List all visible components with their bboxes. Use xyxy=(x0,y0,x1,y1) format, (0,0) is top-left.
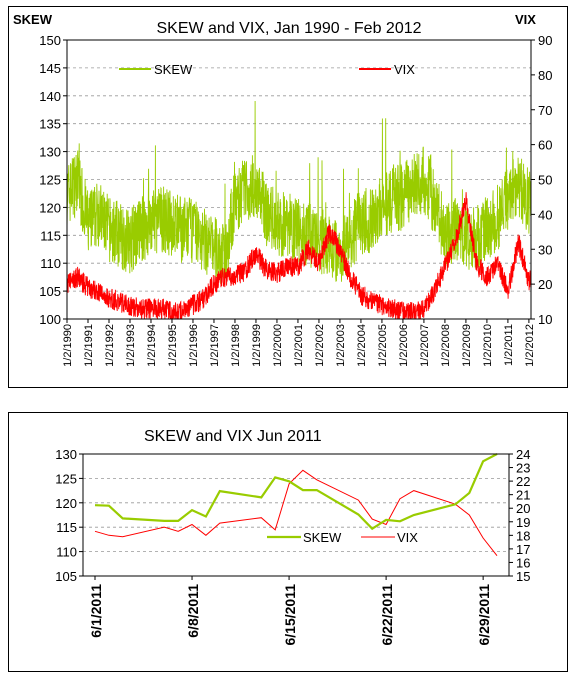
right-tick-label: 17 xyxy=(516,542,530,557)
left-tick-label: 100 xyxy=(39,312,61,327)
x-tick-label: 1/2/1997 xyxy=(209,324,221,367)
x-tick-label: 1/2/2008 xyxy=(440,324,452,367)
plot-frame xyxy=(82,453,510,577)
legend-vix-label: VIX xyxy=(397,530,418,545)
vix-series-line xyxy=(66,192,532,320)
legend-vix-label: VIX xyxy=(394,62,415,77)
left-tick-label: 120 xyxy=(55,496,77,511)
legend-skew-label: SKEW xyxy=(154,62,193,77)
x-tick-label: 1/2/1993 xyxy=(125,324,137,367)
left-tick-label: 105 xyxy=(55,569,77,584)
x-tick-label: 1/2/2007 xyxy=(419,324,431,367)
left-axis-label: SKEW xyxy=(13,12,53,27)
x-tick-label: 1/2/1995 xyxy=(167,324,179,367)
left-tick-label: 110 xyxy=(56,545,77,560)
x-tick-label: 1/2/2011 xyxy=(503,324,515,366)
left-tick-label: 140 xyxy=(39,89,61,104)
right-tick-label: 30 xyxy=(538,242,552,257)
skew-series-line xyxy=(66,100,532,284)
right-tick-label: 70 xyxy=(538,103,552,118)
x-tick-label: 1/2/2003 xyxy=(335,324,347,367)
x-tick-label: 1/2/1999 xyxy=(251,324,263,367)
left-tick-label: 115 xyxy=(40,228,61,243)
x-tick-label: 1/2/2002 xyxy=(314,324,326,367)
x-tick-label: 6/1/2011 xyxy=(88,584,104,638)
right-tick-label: 50 xyxy=(538,173,552,188)
x-tick-label: 6/15/2011 xyxy=(282,584,298,646)
left-tick-label: 115 xyxy=(56,520,77,535)
x-tick-label: 6/22/2011 xyxy=(379,584,395,646)
x-tick-label: 1/2/2004 xyxy=(356,324,368,367)
x-tick-label: 1/2/2006 xyxy=(398,324,410,367)
right-axis-label: VIX xyxy=(515,12,536,27)
chart-panel-main: SKEW and VIX, Jan 1990 - Feb 2012 SKEW VIX… xyxy=(8,6,568,388)
plot-frame xyxy=(66,39,532,320)
x-tick-label: 1/2/2009 xyxy=(461,324,473,367)
left-tick-label: 130 xyxy=(55,447,77,462)
right-tick-label: 20 xyxy=(538,277,552,292)
x-tick-label: 1/2/2012 xyxy=(524,324,536,367)
x-tick-label: 1/2/2005 xyxy=(377,324,389,367)
x-tick-label: 1/2/2001 xyxy=(293,324,305,367)
skew-vix-june-chart: SKEW and VIX Jun 2011 105 110 115 120 125 130 1… xyxy=(55,428,530,646)
right-tick-label: 18 xyxy=(516,528,530,543)
right-tick-label: 15 xyxy=(516,569,530,584)
left-tick-label: 135 xyxy=(39,117,61,132)
left-tick-label: 120 xyxy=(39,200,61,215)
skew-series-line xyxy=(94,453,498,531)
x-tick-label: 1/2/1998 xyxy=(230,324,242,367)
left-tick-label: 125 xyxy=(55,471,77,486)
right-tick-label: 24 xyxy=(516,447,530,462)
left-tick-label: 105 xyxy=(39,284,61,299)
right-tick-label: 16 xyxy=(516,555,530,570)
x-tick-label: 6/8/2011 xyxy=(185,584,201,638)
x-tick-label: 1/2/1990 xyxy=(62,324,74,367)
x-tick-label: 1/2/2000 xyxy=(272,324,284,367)
skew-vix-long-chart: SKEW and VIX, Jan 1990 - Feb 2012 SKEW VIX… xyxy=(13,12,552,367)
x-tick-label: 1/2/1996 xyxy=(188,324,200,367)
left-tick-label: 145 xyxy=(39,61,61,76)
vix-series-line xyxy=(94,469,498,557)
right-tick-label: 80 xyxy=(538,68,552,83)
x-tick-label: 1/2/1994 xyxy=(146,324,158,367)
x-tick-label: 1/2/2010 xyxy=(482,324,494,367)
x-tick-label: 6/29/2011 xyxy=(476,584,492,646)
left-tick-label: 110 xyxy=(40,256,61,271)
right-tick-label: 23 xyxy=(516,461,530,476)
right-tick-label: 90 xyxy=(538,33,552,48)
right-tick-label: 20 xyxy=(516,501,530,516)
chart-title: SKEW and VIX Jun 2011 xyxy=(144,428,322,445)
left-tick-label: 130 xyxy=(39,145,61,160)
chart-panel-june: SKEW and VIX Jun 2011 105 110 115 120 125 130 1… xyxy=(8,412,568,672)
x-tick-label: 1/2/1991 xyxy=(83,324,95,367)
right-tick-label: 21 xyxy=(516,488,530,503)
chart-title: SKEW and VIX, Jan 1990 - Feb 2012 xyxy=(156,20,421,37)
right-tick-label: 19 xyxy=(516,515,530,530)
right-tick-label: 22 xyxy=(516,474,530,489)
right-tick-label: 10 xyxy=(538,312,552,327)
left-tick-label: 150 xyxy=(39,33,61,48)
right-tick-label: 60 xyxy=(538,138,552,153)
x-tick-label: 1/2/1992 xyxy=(104,324,116,367)
legend-skew-label: SKEW xyxy=(303,530,342,545)
left-tick-label: 125 xyxy=(39,173,61,188)
right-tick-label: 40 xyxy=(538,207,552,222)
